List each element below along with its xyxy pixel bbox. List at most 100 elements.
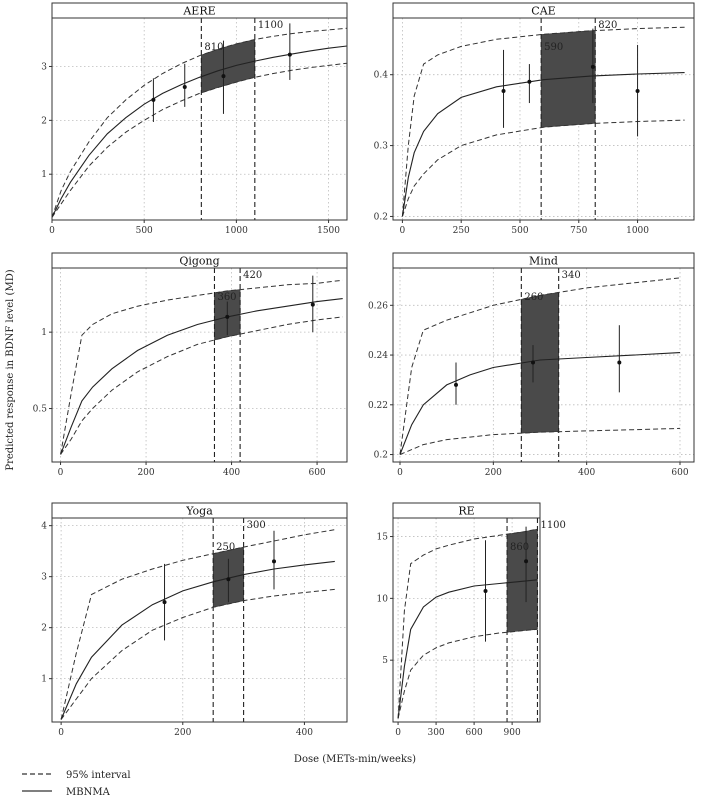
mbnma-median-line [51, 45, 348, 218]
data-point [483, 588, 488, 593]
y-tick-label: 15 [377, 533, 389, 543]
y-tick-label: 1 [41, 675, 47, 685]
data-point [151, 97, 156, 102]
cut-label-high: 340 [562, 270, 581, 281]
panel-frame [51, 517, 348, 723]
y-tick-label: 3 [41, 573, 47, 583]
x-tick-label: 500 [136, 226, 153, 236]
x-tick-label: 750 [570, 226, 587, 236]
upper-95-interval-line [401, 26, 685, 217]
x-axis-title: Dose (METs-min/weeks) [294, 754, 416, 765]
cut-label-high: 1100 [258, 20, 283, 31]
data-point [635, 89, 640, 94]
lower-95-interval-line [399, 427, 681, 455]
y-tick-label: 0.3 [374, 142, 389, 152]
x-tick-label: 400 [223, 468, 240, 478]
x-tick-label: 500 [511, 226, 528, 236]
y-tick-label: 0.24 [368, 351, 388, 361]
data-point [162, 600, 167, 605]
x-tick-label: 600 [466, 728, 483, 738]
y-tick-label: 4 [41, 522, 47, 532]
strip-label-aere: AERE [182, 5, 215, 18]
data-point [527, 79, 532, 84]
x-tick-label: 1000 [626, 226, 649, 236]
panel-frame [392, 517, 541, 723]
strip-label-re: RE [458, 505, 474, 518]
y-tick-label: 5 [382, 656, 388, 666]
y-tick-label: 0.2 [374, 212, 388, 222]
x-tick-label: 600 [671, 468, 688, 478]
data-point [454, 382, 458, 387]
y-tick-label: 1 [41, 328, 47, 338]
facet-qigong: Qigong 360 420 0 200 400 600 0.5 1 [33, 252, 348, 478]
x-tick-label: 200 [485, 468, 502, 478]
data-point [182, 84, 187, 89]
mbnma-median-line [60, 560, 335, 720]
upper-95-interval-line [51, 27, 348, 218]
upper-95-interval-line [60, 529, 335, 720]
x-tick-label: 200 [174, 728, 191, 738]
facet-yoga: Yoga 250 300 0 200 400 1 2 3 4 [41, 502, 348, 738]
data-point [287, 52, 292, 57]
mbnma-median-line [397, 579, 538, 719]
x-tick-label: 600 [308, 468, 325, 478]
facet-aere: AERE 810 1100 0 500 1000 1500 1 2 3 [41, 2, 348, 236]
x-tick-label: 300 [427, 728, 444, 738]
data-point [590, 64, 595, 69]
x-tick-label: 0 [395, 728, 401, 738]
strip-label-qigong: Qigong [179, 255, 219, 268]
lower-95-interval-line [397, 628, 538, 719]
y-tick-label: 1 [41, 170, 47, 180]
cut-label-low: 250 [216, 542, 235, 553]
cut-label-low: 860 [510, 542, 529, 553]
x-tick-label: 400 [296, 728, 313, 738]
facet-re: RE 860 1100 0 300 600 900 5 10 15 [377, 502, 566, 738]
upper-95-interval-line [60, 279, 343, 455]
data-point [272, 559, 277, 564]
y-tick-label: 0.26 [368, 301, 388, 311]
panel-frame [392, 267, 695, 463]
strip-label-mind: Mind [529, 255, 558, 268]
facet-mind: Mind 260 340 0 200 400 600 0.2 0.22 0.24 0.26 [368, 252, 695, 478]
mbnma-median-line [60, 298, 343, 455]
cut-label-low: 590 [544, 42, 563, 53]
legend-label-mbnma: MBNMA [66, 787, 111, 797]
x-tick-label: 1000 [225, 226, 248, 236]
lower-95-interval-line [60, 316, 343, 455]
data-point [225, 314, 230, 319]
y-axis-title: Predicted response in BDNF level (MD) [5, 269, 16, 470]
y-tick-label: 3 [41, 62, 47, 72]
x-tick-label: 250 [453, 226, 470, 236]
cut-label-low: 810 [204, 42, 223, 53]
cut-label-high: 1100 [540, 520, 565, 531]
data-point [221, 74, 226, 79]
y-tick-label: 0.22 [368, 401, 388, 411]
strip-label-yoga: Yoga [185, 505, 213, 518]
x-tick-label: 0 [397, 468, 403, 478]
cut-label-high: 420 [243, 270, 262, 281]
optimal-dose-band [521, 292, 559, 434]
x-tick-label: 200 [137, 468, 154, 478]
cut-label-low: 360 [217, 292, 236, 303]
x-tick-label: 900 [504, 728, 521, 738]
cut-label-high: 820 [598, 20, 617, 31]
y-tick-label: 0.2 [374, 451, 388, 461]
x-tick-label: 0 [58, 728, 64, 738]
legend: 95% interval MBNMA [22, 770, 131, 797]
panel-frame [51, 267, 348, 463]
y-tick-label: 10 [377, 594, 389, 604]
x-tick-label: 1500 [317, 226, 340, 236]
upper-95-interval-line [399, 277, 681, 455]
cut-label-high: 300 [247, 520, 266, 531]
data-point [617, 360, 622, 365]
data-point [531, 360, 535, 365]
lower-95-interval-line [60, 588, 335, 720]
lower-95-interval-line [51, 62, 348, 218]
x-tick-label: 0 [49, 226, 55, 236]
panel-frame [51, 17, 348, 221]
x-tick-label: 400 [578, 468, 595, 478]
y-tick-label: 0.5 [33, 405, 48, 415]
y-tick-label: 0.4 [374, 71, 389, 81]
